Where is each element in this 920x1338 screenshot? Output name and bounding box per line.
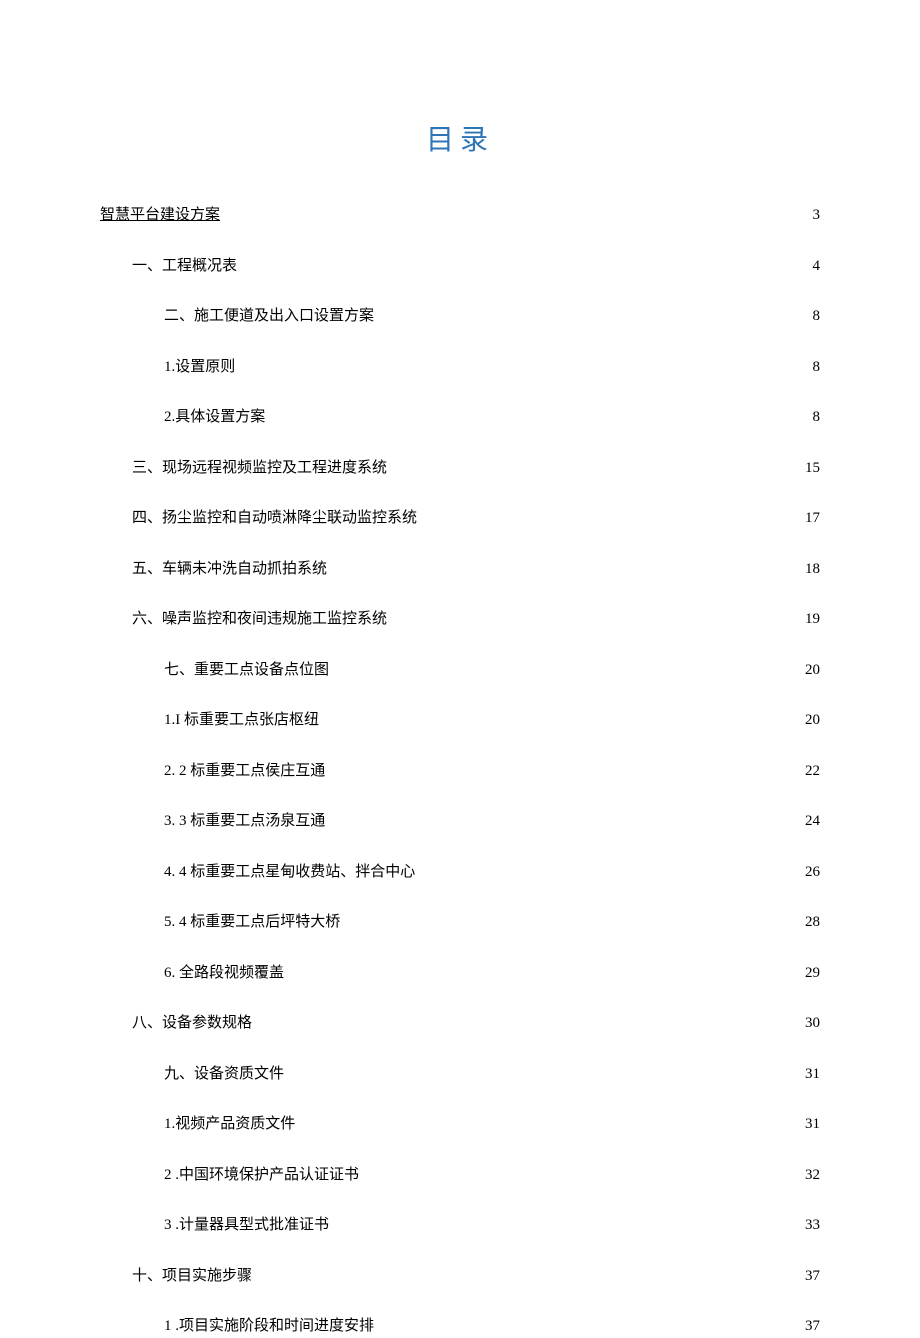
toc-entry: 1.视频产品资质文件 31 [164,1113,820,1136]
toc-entry: 5. 4 标重要工点后坪特大桥 28 [164,911,820,934]
toc-entry: 2. 2 标重要工点侯庄互通 22 [164,760,820,783]
toc-entry-label: 二、施工便道及出入口设置方案 [164,305,374,328]
toc-entry-label: 一、工程概况表 [132,255,237,278]
toc-entry-label: 3 .计量器具型式批准证书 [164,1214,329,1237]
toc-entry-page: 8 [813,305,821,328]
toc-entry-label: 1 .项目实施阶段和时间进度安排 [164,1315,374,1338]
toc-entry: 六、噪声监控和夜间违规施工监控系统 19 [132,608,820,631]
toc-entry-label: 1.设置原则 [164,356,235,379]
toc-entry: 1.I 标重要工点张店枢纽 20 [164,709,820,732]
toc-entry-page: 37 [805,1315,820,1338]
toc-entry: 2 .中国环境保护产品认证证书 32 [164,1164,820,1187]
toc-entry-page: 3 [813,204,821,227]
toc-container: 智慧平台建设方案3一、工程概况表4二、施工便道及出入口设置方案81.设置原则82… [100,204,820,1338]
toc-entry-label: 2 .中国环境保护产品认证证书 [164,1164,359,1187]
toc-entry: 6. 全路段视频覆盖 29 [164,962,820,985]
toc-entry-label: 四、扬尘监控和自动喷淋降尘联动监控系统 [132,507,417,530]
toc-entry-page: 31 [805,1063,820,1086]
toc-entry: 智慧平台建设方案 3 [100,204,820,227]
toc-entry-page: 29 [805,962,820,985]
toc-entry-page: 8 [813,356,821,379]
toc-entry: 4. 4 标重要工点星甸收费站、拌合中心 26 [164,861,820,884]
toc-entry-page: 18 [805,558,820,581]
toc-entry-page: 17 [805,507,820,530]
toc-entry-label: 1.I 标重要工点张店枢纽 [164,709,319,732]
toc-entry-label: 七、重要工点设备点位图 [164,659,329,682]
toc-entry: 1.设置原则 8 [164,356,820,379]
toc-entry: 3. 3 标重要工点汤泉互通 24 [164,810,820,833]
toc-entry-page: 22 [805,760,820,783]
toc-entry: 一、工程概况表 4 [132,255,820,278]
toc-entry-page: 24 [805,810,820,833]
toc-entry: 九、设备资质文件 31 [164,1063,820,1086]
toc-entry-page: 31 [805,1113,820,1136]
toc-entry-page: 32 [805,1164,820,1187]
toc-entry: 二、施工便道及出入口设置方案 8 [164,305,820,328]
toc-entry-page: 26 [805,861,820,884]
toc-entry: 四、扬尘监控和自动喷淋降尘联动监控系统 17 [132,507,820,530]
toc-title: 目录 [100,118,820,158]
toc-entry: 八、设备参数规格 30 [132,1012,820,1035]
toc-entry-label: 1.视频产品资质文件 [164,1113,295,1136]
toc-entry: 3 .计量器具型式批准证书 33 [164,1214,820,1237]
toc-entry-page: 28 [805,911,820,934]
toc-entry-page: 19 [805,608,820,631]
toc-entry-page: 20 [805,709,820,732]
toc-entry: 十、项目实施步骤 37 [132,1265,820,1288]
toc-entry-label: 5. 4 标重要工点后坪特大桥 [164,911,340,934]
toc-entry-label: 4. 4 标重要工点星甸收费站、拌合中心 [164,861,415,884]
toc-entry-label: 2.具体设置方案 [164,406,265,429]
toc-entry-label: 九、设备资质文件 [164,1063,284,1086]
toc-entry: 三、现场远程视频监控及工程进度系统 15 [132,457,820,480]
toc-entry-label: 五、车辆未冲洗自动抓拍系统 [132,558,327,581]
toc-entry-label: 十、项目实施步骤 [132,1265,252,1288]
toc-entry-page: 15 [805,457,820,480]
toc-entry-page: 30 [805,1012,820,1035]
toc-entry-label: 智慧平台建设方案 [100,204,220,227]
toc-entry-label: 三、现场远程视频监控及工程进度系统 [132,457,387,480]
toc-entry-label: 6. 全路段视频覆盖 [164,962,284,985]
toc-entry-label: 3. 3 标重要工点汤泉互通 [164,810,325,833]
toc-entry: 五、车辆未冲洗自动抓拍系统 18 [132,558,820,581]
toc-entry-label: 六、噪声监控和夜间违规施工监控系统 [132,608,387,631]
toc-entry: 七、重要工点设备点位图 20 [164,659,820,682]
toc-entry-label: 八、设备参数规格 [132,1012,252,1035]
toc-entry-page: 37 [805,1265,820,1288]
toc-entry-page: 8 [813,406,821,429]
toc-entry-page: 4 [813,255,821,278]
toc-entry: 1 .项目实施阶段和时间进度安排 37 [164,1315,820,1338]
toc-entry-page: 20 [805,659,820,682]
toc-entry: 2.具体设置方案 8 [164,406,820,429]
toc-entry-label: 2. 2 标重要工点侯庄互通 [164,760,325,783]
toc-entry-page: 33 [805,1214,820,1237]
